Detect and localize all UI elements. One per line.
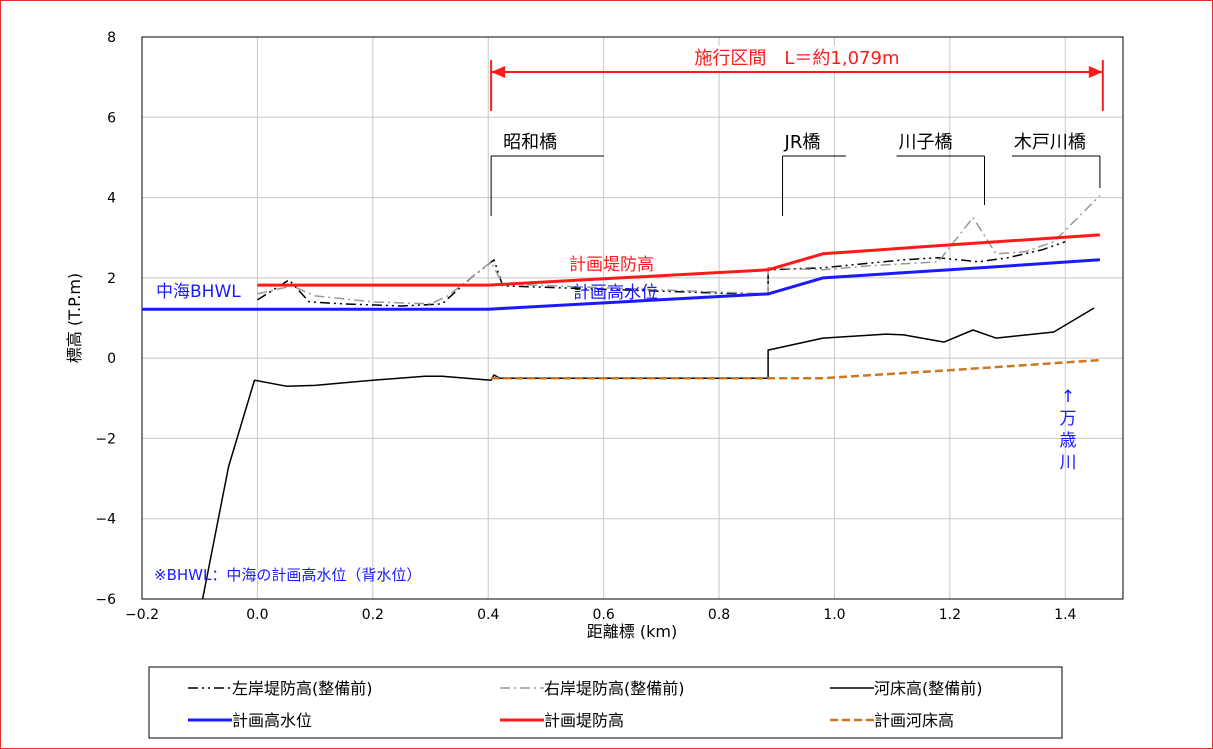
series	[142, 195, 1101, 600]
x-tick-label: 0.0	[246, 607, 268, 623]
bridge-label: 昭和橋	[503, 132, 557, 153]
x-tick-label: 0.2	[362, 607, 384, 623]
plot-area-border	[141, 36, 1124, 600]
legend-label: 右岸堤防高(整備前)	[544, 679, 685, 698]
legend-label: 計画高水位	[232, 711, 312, 730]
x-tick-label: 1.0	[823, 607, 845, 623]
y-axis-label: 標高 (T.P.m)	[65, 273, 84, 363]
legend-label: 河床高(整備前)	[874, 679, 983, 698]
series-dashdot-line	[257, 195, 1101, 305]
legend-label: 左岸堤防高(整備前)	[232, 679, 373, 698]
x-axis-label: 距離標 (km)	[587, 622, 677, 641]
section-label-bg	[663, 46, 930, 70]
nakaumi-bhwl-label: 中海BHWL	[156, 282, 241, 302]
manzai-river-char: 川	[1060, 453, 1077, 473]
y-tick-label: −2	[95, 431, 116, 447]
keikaku-teibou-label: 計画堤防高	[569, 255, 654, 275]
y-tick-label: −4	[95, 512, 116, 528]
manzai-river-char: 歳	[1060, 431, 1077, 451]
x-tick-label: 0.4	[477, 607, 499, 623]
series-dashdotdot-line	[256, 240, 1066, 307]
y-tick-label: 2	[107, 271, 116, 287]
bridge-label: JR橋	[784, 132, 821, 153]
bridge-label: 木戸川橋	[1014, 132, 1086, 153]
x-tick-label: 1.4	[1054, 607, 1076, 623]
y-tick-label: 6	[107, 110, 116, 126]
legend: 左岸堤防高(整備前) 右岸堤防高(整備前) 河床高(整備前) 計画高水位 計画堤防高 計画…	[188, 679, 983, 730]
x-tick-label: 1.2	[939, 607, 961, 623]
y-tick-label: 8	[107, 30, 116, 46]
series-solid-line	[201, 307, 1095, 600]
legend-box	[148, 666, 1063, 739]
y-tick-labels: −6 −4 −2 0 2 4 6 8	[95, 30, 116, 608]
section-label: 施行区間 L＝約1,079m	[694, 48, 899, 69]
y-tick-label: −6	[95, 592, 116, 608]
x-tick-label: 0.8	[708, 607, 730, 623]
bridge-label: 川子橋	[899, 132, 953, 153]
section-arrow-right-head	[1088, 66, 1103, 78]
y-tick-label: 0	[107, 351, 116, 367]
series-solid-line	[142, 258, 1100, 311]
x-tick-label: −0.2	[125, 607, 159, 623]
series-solid-line	[257, 233, 1100, 287]
x-tick-label: 0.6	[593, 607, 615, 623]
keikaku-kousui-label: 計画高水位	[573, 283, 658, 303]
grid	[142, 36, 1123, 600]
section-arrow-left-head	[491, 66, 506, 78]
legend-label: 計画堤防高	[544, 711, 624, 730]
manzai-arrow: ↑	[1061, 387, 1075, 407]
legend-label: 計画河床高	[874, 711, 954, 730]
x-tick-labels: −0.2 0.0 0.2 0.4 0.6 0.8 1.0 1.2 1.4	[125, 607, 1077, 623]
y-tick-label: 4	[107, 191, 116, 207]
series-dashed-line	[491, 358, 1100, 380]
bhwl-note: ※BHWL：中海の計画高水位（背水位）	[154, 566, 421, 584]
manzai-river-char: 万	[1060, 409, 1077, 429]
